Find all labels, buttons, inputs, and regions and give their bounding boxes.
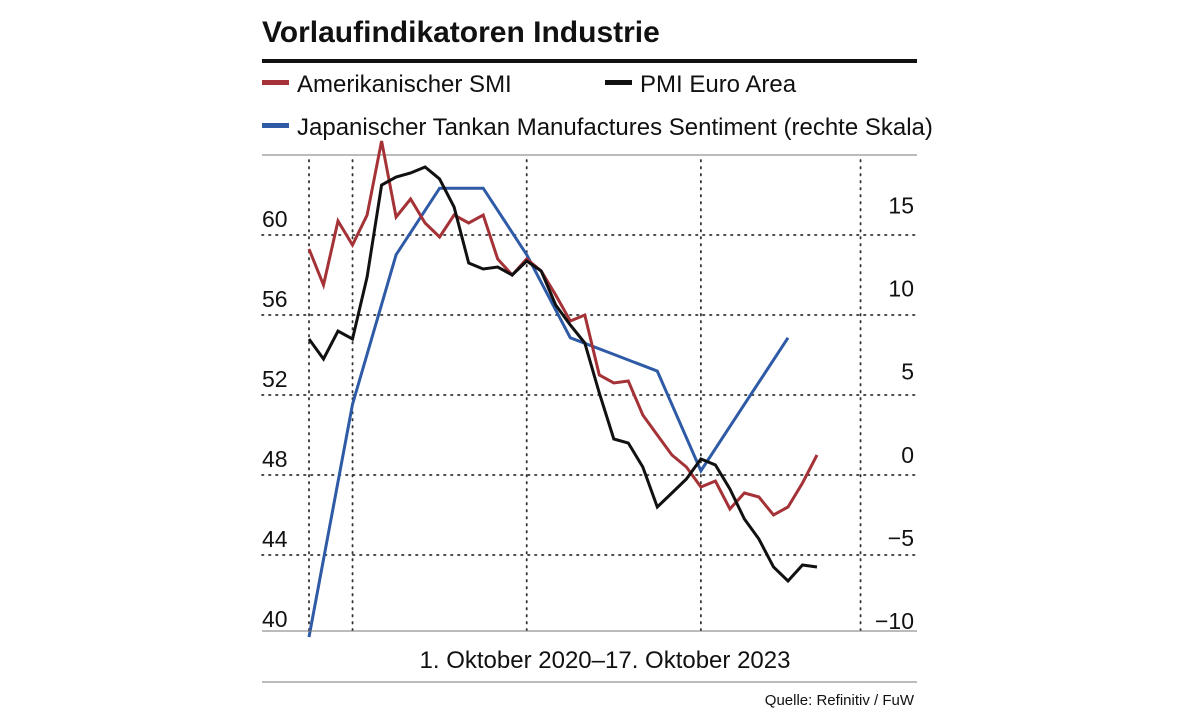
y-tick-right-label: 15 — [888, 192, 914, 218]
y-axis-left: 60 56 52 48 44 40 — [262, 206, 288, 632]
legend-label-pmi: PMI Euro Area — [640, 71, 797, 98]
legend-swatch-pmi — [605, 80, 632, 85]
y-tick-right-label: 0 — [901, 442, 914, 468]
y-tick-left-label: 52 — [262, 366, 288, 392]
legend-label-smi: Amerikanischer SMI — [297, 71, 512, 98]
y-tick-right-label: −5 — [888, 525, 914, 551]
y-tick-left-label: 40 — [262, 606, 288, 632]
chart-title: Vorlaufindikatoren Industrie — [262, 16, 660, 49]
line-tankan — [307, 186, 790, 638]
legend: Amerikanischer SMI PMI Euro Area Japanis… — [262, 71, 933, 141]
line-pmi — [307, 165, 818, 584]
y-tick-left-label: 60 — [262, 206, 288, 232]
y-tick-right-label: −10 — [875, 608, 914, 634]
y-tick-right-label: 5 — [901, 359, 914, 385]
y-tick-left-label: 56 — [262, 286, 288, 312]
y-tick-left-label: 48 — [262, 446, 288, 472]
line-smi — [307, 140, 819, 517]
legend-label-tankan: Japanischer Tankan Manufactures Sentimen… — [297, 114, 933, 141]
title-rule — [262, 59, 917, 63]
y-axis-right: 15 10 5 0 −5 −10 — [875, 192, 914, 634]
y-tick-left-label: 44 — [262, 526, 288, 552]
source-label: Quelle: Refinitiv / FuW — [765, 692, 915, 709]
legend-swatch-smi — [262, 80, 289, 85]
legend-swatch-tankan — [262, 123, 289, 128]
date-range-label: 1. Oktober 2020–17. Oktober 2023 — [420, 647, 791, 674]
series-lines — [307, 140, 819, 638]
y-tick-right-label: 10 — [888, 276, 914, 302]
